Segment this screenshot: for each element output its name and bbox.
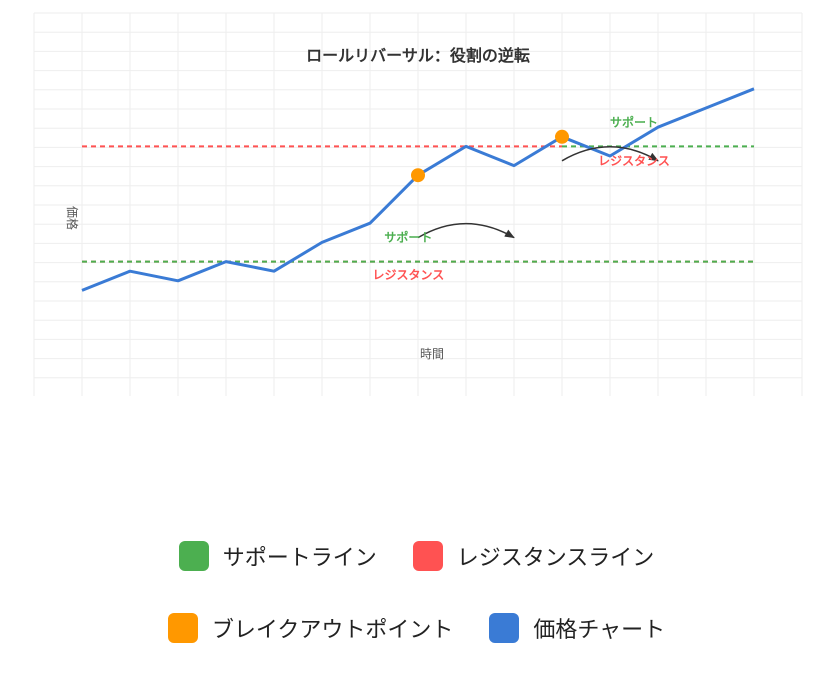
legend-swatch-price (489, 613, 520, 643)
legend-label-resistance: レジスタンスライン (456, 546, 655, 571)
legend-label-price: 価格チャート (533, 618, 666, 643)
legend-item-support[interactable]: サポートライン (178, 540, 377, 572)
breakout-point-1 (555, 129, 569, 144)
grid (33, 12, 803, 396)
resistance-label-1: レジスタンス (598, 154, 670, 168)
arrows (417, 146, 659, 239)
x-axis-label: 時間 (420, 347, 444, 361)
legend-item-resistance[interactable]: レジスタンスライン (412, 540, 655, 572)
legend-row-1: サポートライン レジスタンスライン (0, 540, 833, 572)
chart-title: ロールリバーサル：役割の逆転 (306, 46, 530, 65)
legend-item-price[interactable]: 価格チャート (489, 612, 665, 644)
y-axis-label: 価格 (65, 206, 80, 230)
legend-swatch-support (178, 541, 209, 571)
support-label-1: サポート (610, 114, 658, 129)
support-label-0: サポート (384, 230, 432, 245)
breakout-points (411, 129, 569, 183)
legend-label-breakout: ブレイクアウトポイント (211, 618, 454, 643)
level-lines (82, 145, 754, 263)
legend-swatch-resistance (412, 541, 443, 571)
legend-item-breakout[interactable]: ブレイクアウトポイント (167, 612, 454, 644)
legend-row-2: ブレイクアウトポイント 価格チャート (0, 612, 833, 644)
arrow-0 (417, 222, 515, 239)
legend-label-support: サポートライン (222, 546, 377, 571)
breakout-point-0 (411, 168, 425, 183)
legend-swatch-breakout (167, 613, 198, 643)
resistance-label-0: レジスタンス (373, 268, 445, 282)
arrow-1 (561, 146, 659, 162)
